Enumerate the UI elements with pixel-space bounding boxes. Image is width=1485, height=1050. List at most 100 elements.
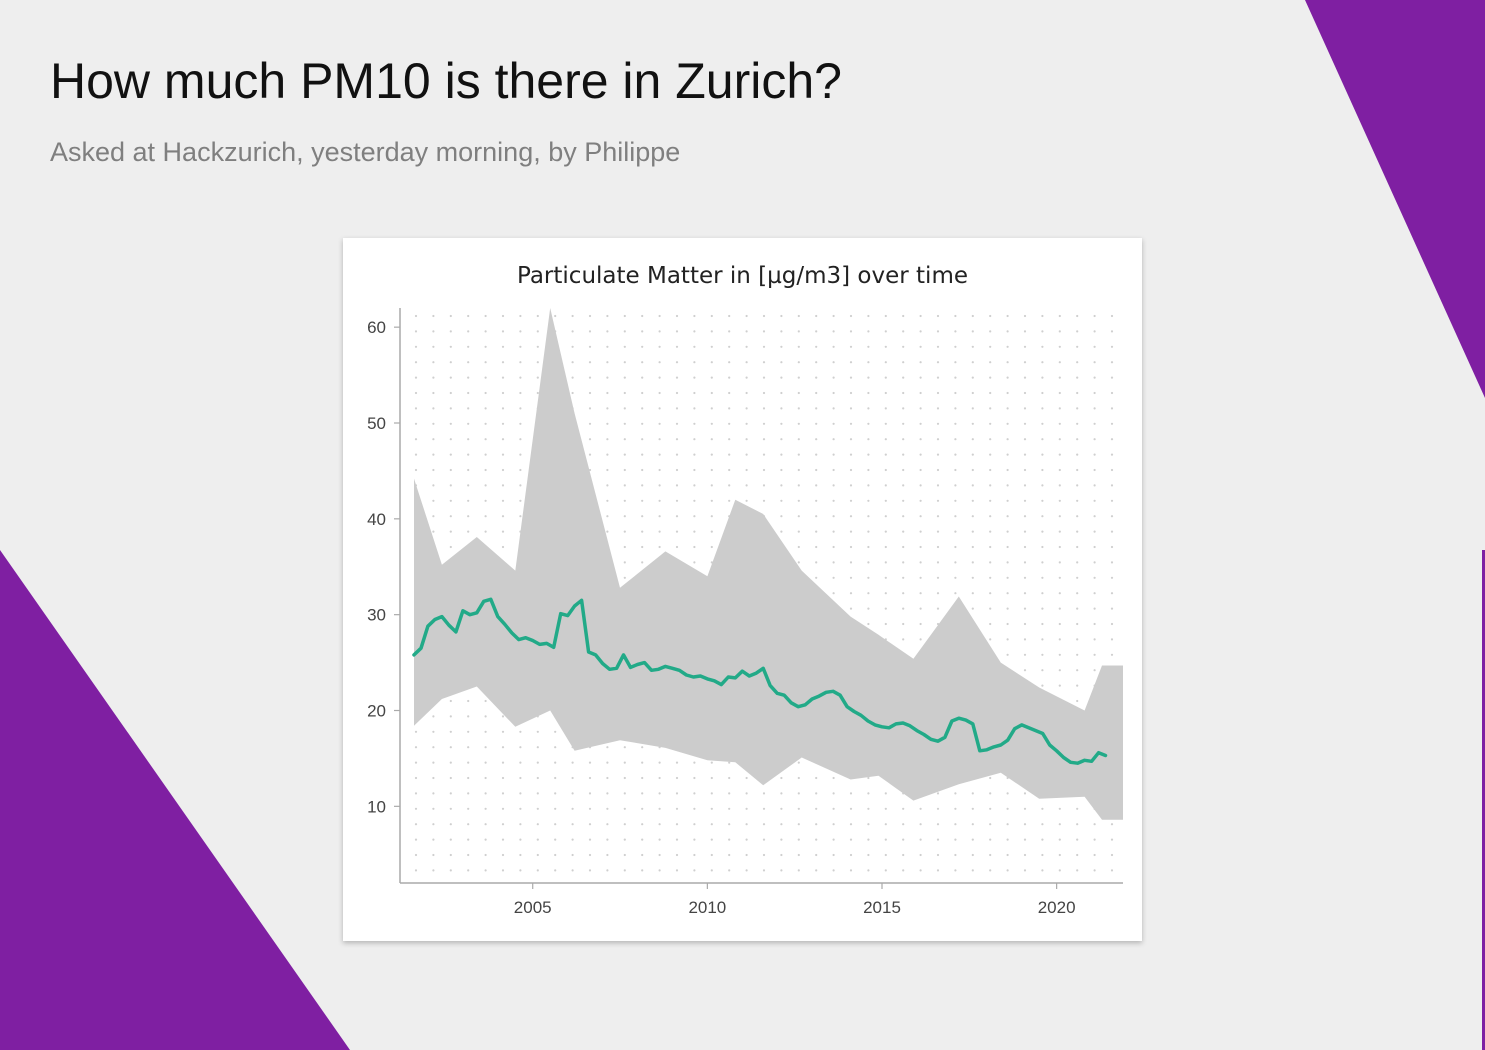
grid-dot xyxy=(1093,838,1096,841)
grid-dot xyxy=(832,592,835,595)
grid-dot xyxy=(780,422,783,425)
grid-dot xyxy=(1058,345,1061,348)
grid-dot xyxy=(693,530,696,533)
grid-dot xyxy=(414,776,418,780)
grid-dot xyxy=(971,530,974,533)
grid-dot xyxy=(467,530,470,533)
grid-dot xyxy=(919,314,922,318)
grid-dot xyxy=(710,823,713,826)
grid-dot xyxy=(467,715,470,718)
grid-dot xyxy=(815,576,818,579)
grid-dot xyxy=(954,484,957,487)
grid-dot xyxy=(762,807,766,810)
grid-dot xyxy=(1093,592,1096,595)
grid-dot xyxy=(1058,684,1061,687)
grid-dot xyxy=(588,345,592,348)
grid-dot xyxy=(484,761,487,764)
grid-dot xyxy=(1110,576,1114,579)
grid-dot xyxy=(432,761,435,764)
grid-dot xyxy=(867,592,870,595)
grid-dot xyxy=(710,484,713,487)
grid-dot xyxy=(519,807,522,810)
grid-dot xyxy=(1023,499,1027,502)
grid-dot xyxy=(780,792,783,795)
grid-dot xyxy=(606,314,609,318)
grid-dot xyxy=(588,776,592,780)
grid-dot xyxy=(1076,638,1079,641)
grid-dot xyxy=(867,838,870,841)
grid-dot xyxy=(728,345,731,348)
grid-dot xyxy=(519,314,522,318)
grid-dot xyxy=(484,361,487,364)
grid-dot xyxy=(623,345,626,348)
grid-dot xyxy=(484,484,487,487)
grid-dot xyxy=(832,561,835,564)
grid-dot xyxy=(1023,592,1027,595)
grid-dot xyxy=(849,530,853,533)
grid-dot xyxy=(1093,853,1096,857)
grid-dot xyxy=(797,438,800,441)
grid-dot xyxy=(1058,545,1061,549)
grid-dot xyxy=(554,776,557,780)
grid-dot xyxy=(693,391,696,395)
grid-dot xyxy=(989,438,992,441)
grid-dot xyxy=(989,638,992,641)
grid-dot xyxy=(849,576,853,579)
grid-dot xyxy=(414,468,418,472)
grid-dot xyxy=(571,776,574,780)
grid-dot xyxy=(432,361,435,364)
grid-dot xyxy=(936,576,940,579)
grid-dot xyxy=(1058,499,1061,502)
grid-dot xyxy=(1093,361,1096,364)
grid-dot xyxy=(414,807,418,810)
grid-dot xyxy=(675,530,679,533)
grid-dot xyxy=(606,422,609,425)
grid-dot xyxy=(797,468,800,472)
accent-stripe-top-right xyxy=(1305,0,1485,398)
grid-dot xyxy=(641,515,644,518)
grid-dot xyxy=(762,499,766,502)
grid-dot xyxy=(1058,823,1061,826)
grid-dot xyxy=(1041,838,1044,841)
grid-dot xyxy=(745,345,748,348)
grid-dot xyxy=(519,838,522,841)
grid-dot xyxy=(797,761,800,764)
grid-dot xyxy=(849,792,853,795)
grid-dot xyxy=(954,438,957,441)
grid-dot xyxy=(1058,453,1061,456)
grid-dot xyxy=(414,330,418,333)
grid-dot xyxy=(1006,823,1009,826)
grid-dot xyxy=(989,792,992,795)
grid-dot xyxy=(1023,823,1027,826)
grid-dot xyxy=(849,468,853,472)
grid-dot xyxy=(902,853,905,857)
grid-dot xyxy=(467,730,470,733)
grid-dot xyxy=(762,330,766,333)
grid-dot xyxy=(936,853,940,857)
grid-dot xyxy=(658,330,661,333)
grid-dot xyxy=(449,499,452,502)
grid-dot xyxy=(693,422,696,425)
grid-dot xyxy=(954,314,957,318)
grid-dot xyxy=(484,391,487,395)
grid-dot xyxy=(780,438,783,441)
grid-dot xyxy=(623,561,626,564)
grid-dot xyxy=(1041,684,1044,687)
grid-dot xyxy=(554,761,557,764)
grid-dot xyxy=(1006,853,1009,857)
grid-dot xyxy=(815,314,818,318)
grid-dot xyxy=(588,869,592,872)
grid-dot xyxy=(449,730,452,733)
grid-dot xyxy=(989,499,992,502)
grid-dot xyxy=(449,422,452,425)
grid-dot xyxy=(780,314,783,318)
grid-dot xyxy=(954,576,957,579)
grid-dot xyxy=(832,776,835,780)
grid-dot xyxy=(919,330,922,333)
grid-dot xyxy=(658,407,661,410)
grid-dot xyxy=(936,530,940,533)
grid-dot xyxy=(849,330,853,333)
grid-dot xyxy=(815,545,818,549)
grid-dot xyxy=(519,438,522,441)
grid-dot xyxy=(762,468,766,472)
